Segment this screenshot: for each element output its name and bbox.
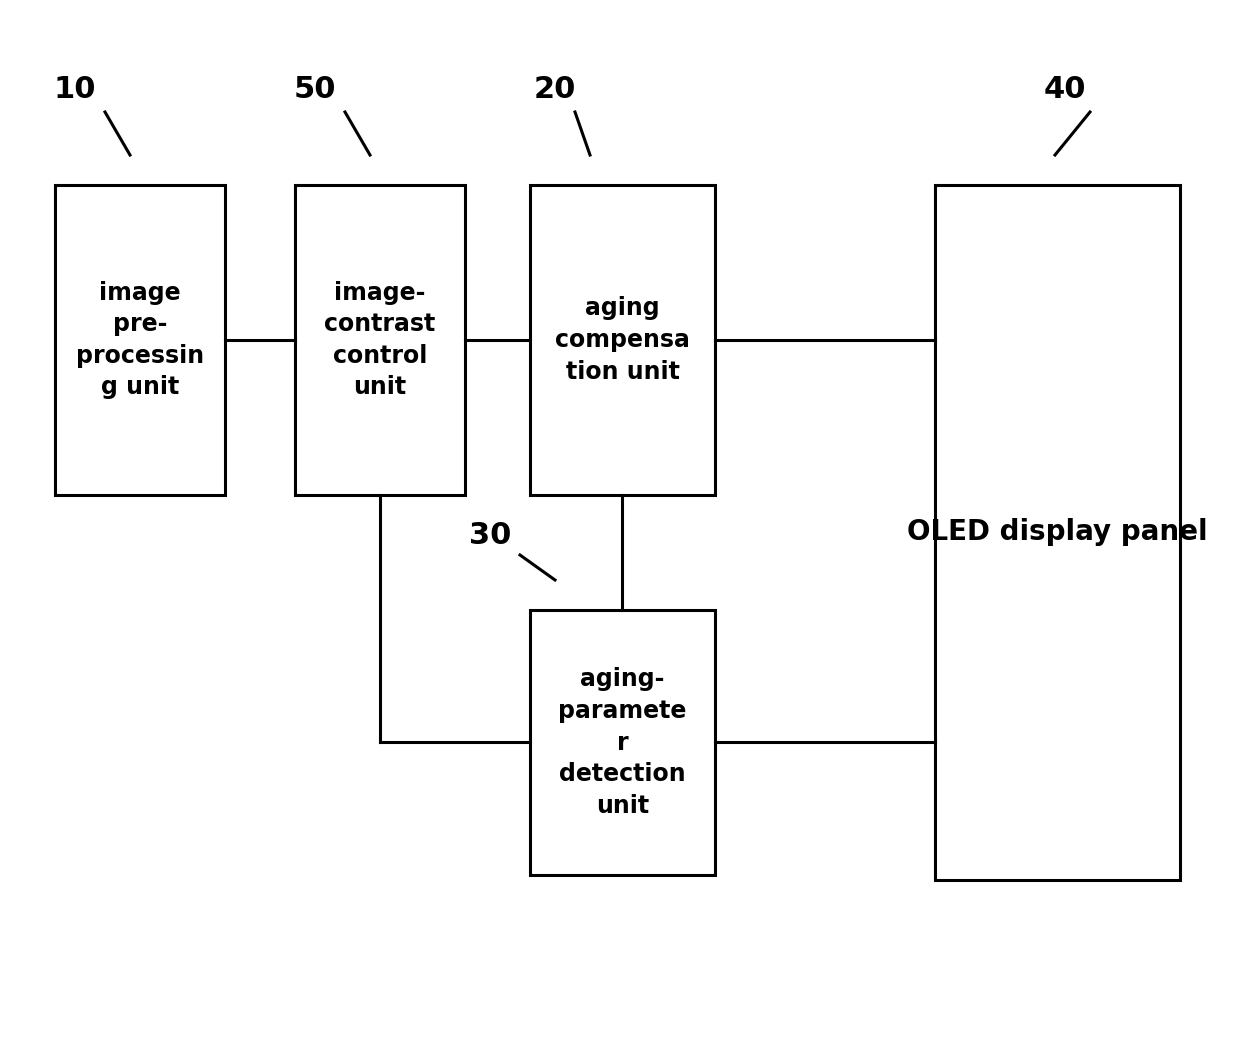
Bar — [529, 185, 715, 495]
Text: 30: 30 — [469, 520, 511, 550]
Bar — [295, 185, 465, 495]
Text: aging
compensa
tion unit: aging compensa tion unit — [556, 296, 689, 384]
Text: aging-
paramete
r
detection
unit: aging- paramete r detection unit — [558, 668, 687, 818]
Text: image
pre-
processin
g unit: image pre- processin g unit — [76, 281, 205, 400]
Text: 10: 10 — [53, 76, 97, 104]
Text: 20: 20 — [533, 76, 577, 104]
Bar — [529, 610, 715, 875]
Bar — [935, 185, 1180, 880]
Bar — [55, 185, 224, 495]
Text: OLED display panel: OLED display panel — [908, 518, 1208, 546]
Text: 40: 40 — [1044, 76, 1086, 104]
Text: 50: 50 — [294, 76, 336, 104]
Text: image-
contrast
control
unit: image- contrast control unit — [325, 281, 435, 400]
